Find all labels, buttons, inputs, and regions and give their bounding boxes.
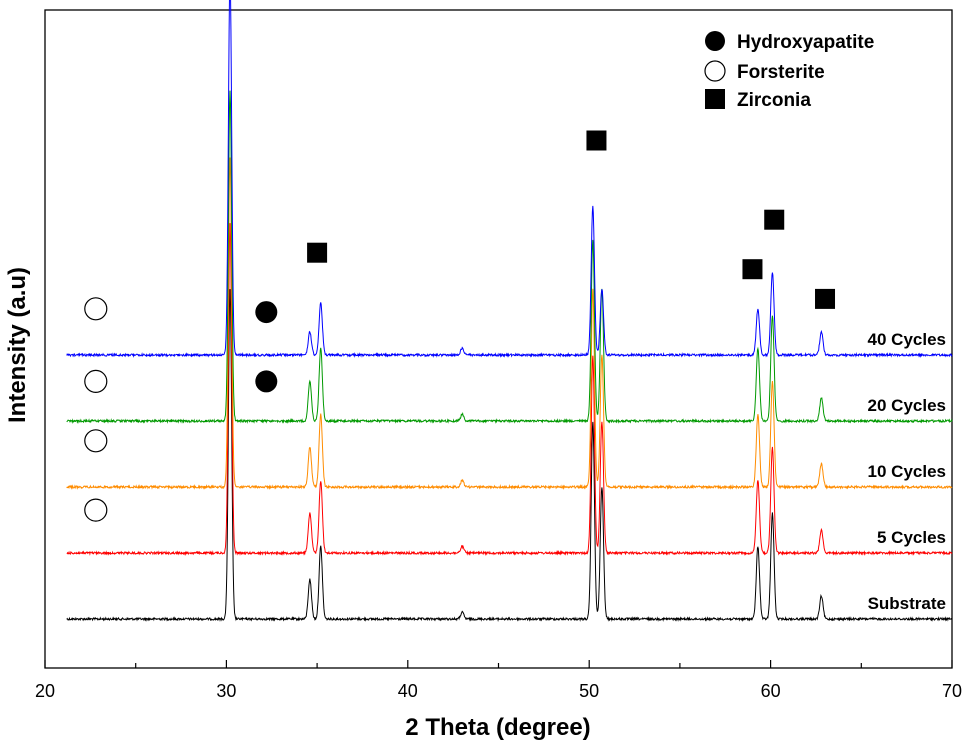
series-label-40-cycles: 40 Cycles: [868, 330, 946, 349]
series-line-10-cycles: [66, 157, 953, 490]
x-tick-label-40: 40: [398, 681, 418, 701]
hydroxyapatite-marker-7: [255, 370, 278, 393]
legend-marker-zirconia: [705, 89, 725, 109]
x-tick-label-20: 20: [35, 681, 55, 701]
x-axis-ticks: 20 30 40 50 60 70: [35, 660, 962, 701]
series-line-5-cycles: [66, 223, 953, 557]
series-label-5-cycles: 5 Cycles: [877, 528, 946, 547]
series-label-10-cycles: 10 Cycles: [868, 462, 946, 481]
legend-label-zirconia: Zirconia: [737, 90, 811, 111]
forsterite-marker-11: [84, 498, 108, 522]
x-tick-label-60: 60: [761, 681, 781, 701]
series-line-40-cycles: [66, 0, 953, 358]
legend-label-forsterite: Forsterite: [737, 62, 825, 83]
forsterite-marker-10: [84, 429, 108, 453]
legend-marker-forsterite: [704, 60, 726, 82]
forsterite-marker-9: [84, 369, 108, 393]
series-label-substrate: Substrate: [868, 594, 946, 613]
legend: Hydroxyapatite Forsterite Zirconia: [704, 31, 874, 111]
legend-marker-hydroxyapatite: [705, 31, 725, 51]
series-line-20-cycles: [66, 90, 953, 425]
zirconia-marker-4: [764, 209, 785, 230]
zirconia-marker-2: [586, 130, 607, 151]
x-axis-title: 2 Theta (degree): [405, 714, 590, 741]
y-axis-title: Intensity (a.u): [4, 267, 31, 423]
legend-label-hydroxyapatite: Hydroxyapatite: [737, 32, 874, 53]
series-label-20-cycles: 20 Cycles: [868, 396, 946, 415]
forsterite-marker-8: [84, 297, 108, 321]
zirconia-marker-3: [742, 259, 763, 280]
plot-frame: [44, 9, 953, 669]
phase-markers: [84, 130, 836, 522]
series-lines: [66, 0, 953, 622]
series-labels: Substrate 5 Cycles 10 Cycles 20 Cycles 40 Cy…: [868, 330, 946, 613]
x-tick-label-30: 30: [216, 681, 236, 701]
zirconia-marker-1: [307, 242, 328, 263]
x-tick-label-50: 50: [579, 681, 599, 701]
x-tick-label-70: 70: [942, 681, 962, 701]
hydroxyapatite-marker-6: [255, 301, 278, 324]
series-line-substrate: [66, 289, 953, 622]
zirconia-marker-5: [815, 288, 836, 309]
